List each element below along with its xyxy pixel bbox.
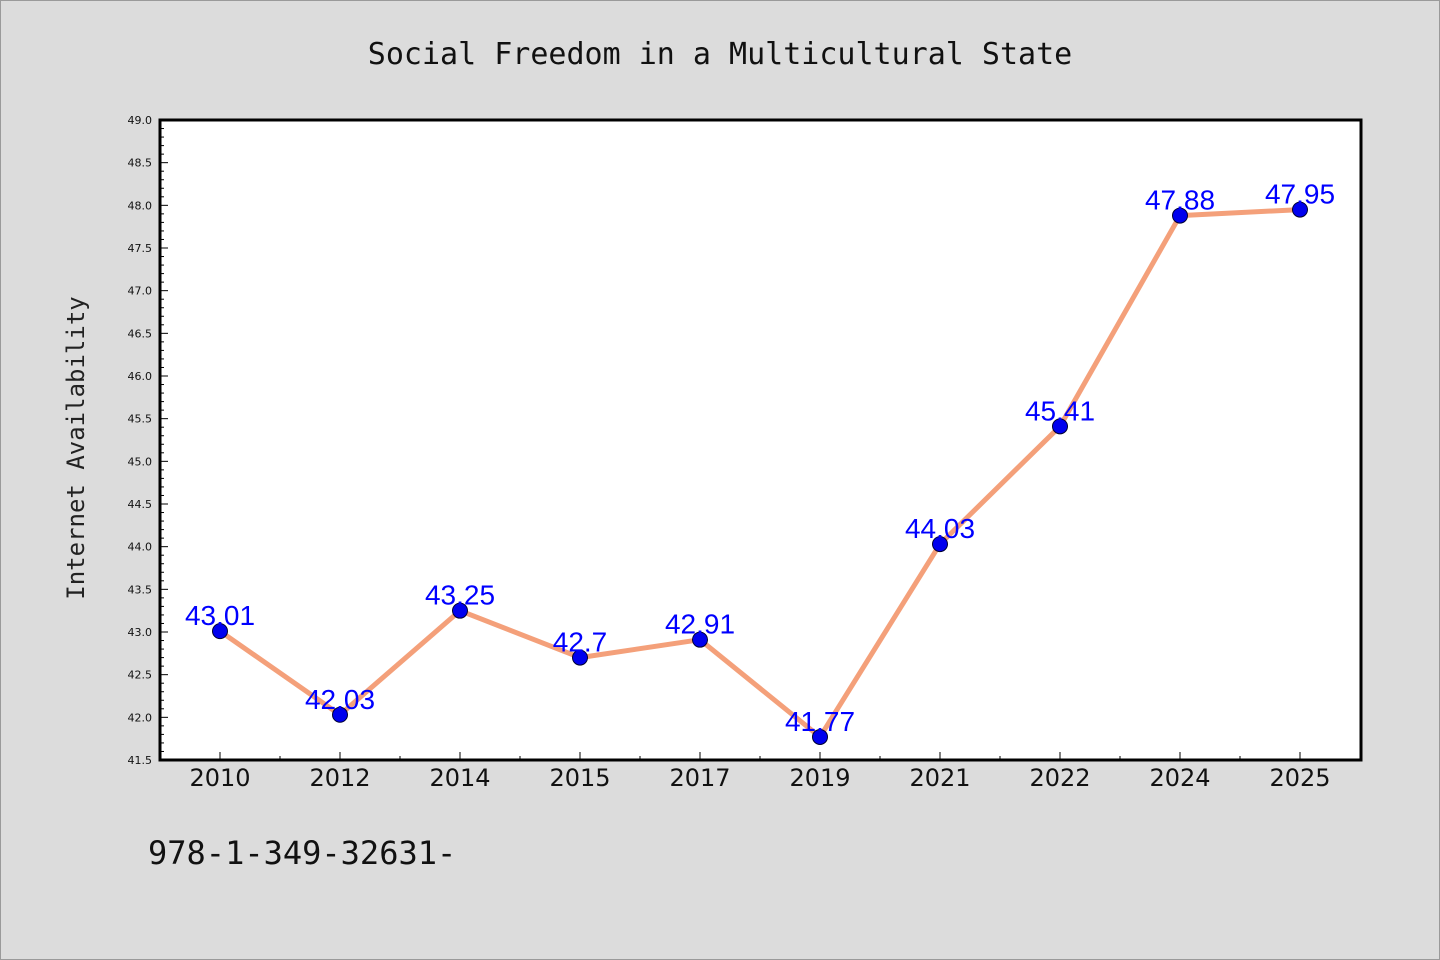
y-tick-label: 42.5 [128, 669, 153, 682]
data-point [812, 728, 828, 745]
data-label: 42.7 [553, 627, 608, 658]
x-tick-label: 2025 [1269, 764, 1330, 792]
data-point [1172, 207, 1188, 224]
y-tick-label: 45.0 [128, 455, 153, 468]
plot-area [160, 120, 1361, 760]
data-label: 43.25 [425, 580, 495, 611]
data-point [1292, 201, 1308, 218]
data-label: 47.95 [1265, 179, 1335, 210]
data-label: 44.03 [905, 513, 975, 544]
x-tick-label: 2015 [549, 764, 610, 792]
y-tick-label: 46.5 [128, 327, 153, 340]
data-label: 42.91 [665, 609, 735, 640]
x-tick-label: 2024 [1149, 764, 1210, 792]
y-axis-label: Internet Availability [62, 296, 90, 599]
data-label: 42.03 [305, 684, 375, 715]
data-label: 41.77 [785, 706, 855, 737]
data-point [932, 536, 948, 553]
data-point [572, 649, 588, 666]
footer-isbn: 978-1-349-32631- [148, 834, 456, 872]
data-point [212, 623, 228, 640]
data-label: 43.01 [185, 600, 255, 631]
data-labels-group: 43.01 42.03 43.25 42.7 42.91 41.77 44.03 45.41 4… [185, 179, 1335, 737]
chart-title: Social Freedom in a Multicultural State [368, 37, 1072, 72]
y-tick-label: 43.5 [128, 583, 153, 596]
y-tick-label: 47.0 [128, 285, 153, 298]
data-point [1052, 418, 1068, 435]
x-tick-label: 2012 [309, 764, 370, 792]
y-tick-label: 41.5 [128, 754, 153, 767]
x-tick-label: 2021 [909, 764, 970, 792]
x-tick-label: 2019 [789, 764, 850, 792]
x-tick-label: 2010 [189, 764, 250, 792]
data-point [332, 706, 348, 723]
y-tick-label: 47.5 [128, 242, 153, 255]
data-point [452, 602, 468, 619]
data-label: 45.41 [1025, 395, 1095, 426]
x-tick-label: 2017 [669, 764, 730, 792]
y-tick-label: 43.0 [128, 626, 153, 639]
data-label: 47.88 [1145, 185, 1215, 216]
y-tick-label: 49.0 [128, 114, 153, 127]
y-tick-label: 42.0 [128, 711, 153, 724]
markers-group [212, 201, 1308, 745]
x-tick-label: 2014 [429, 764, 490, 792]
y-tick-label: 48.5 [128, 157, 153, 170]
y-tick-label: 46.0 [128, 370, 153, 383]
x-tick-label: 2022 [1029, 764, 1090, 792]
y-tick-label: 44.0 [128, 541, 153, 554]
y-tick-label: 44.5 [128, 498, 153, 511]
series-line-group [217, 207, 1303, 740]
y-tick-label: 45.5 [128, 413, 153, 426]
data-point [692, 631, 708, 648]
y-tick-label: 48.0 [128, 199, 153, 212]
series-line [217, 207, 1303, 740]
plot-border [158, 118, 1363, 762]
axis-ticks: 41.5 42.0 42.5 43.0 43.5 44.0 44.5 45.0 45.5 46.0… [128, 114, 1361, 792]
